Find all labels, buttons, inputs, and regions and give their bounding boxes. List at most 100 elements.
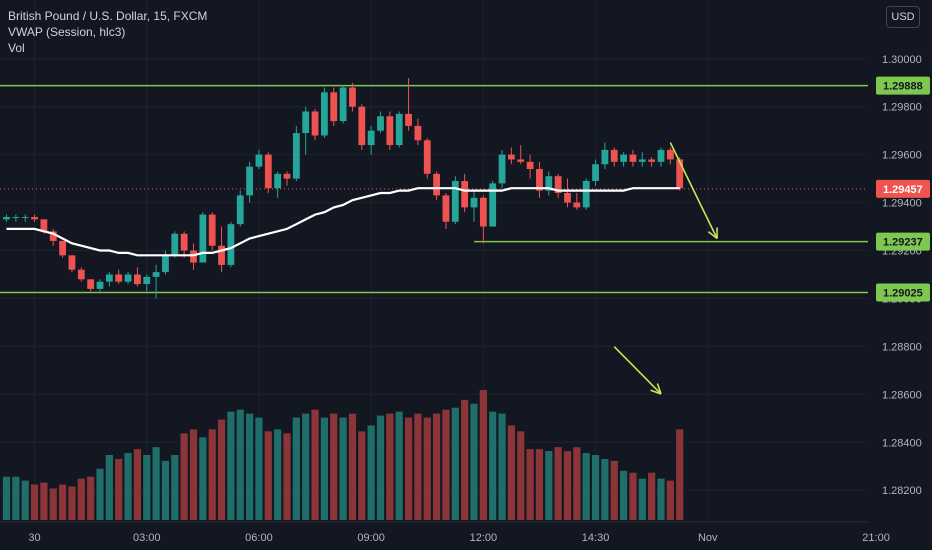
candle-body [489,183,497,227]
volume-bar [591,455,600,520]
volume-bar [517,431,525,520]
volume-bar [330,413,338,520]
volume-bar [666,480,674,520]
volume-bar [21,480,29,520]
time-axis[interactable]: 30 03:00 06:00 09:00 12:00 14:30 Nov 21:00 [0,521,890,544]
level-tag-resistance: 1.29888 [876,76,930,95]
candle-body [274,173,282,189]
candle-body [395,113,403,146]
level-tag-support-text: 1.29025 [883,287,923,299]
level-tag-support-box [876,283,930,302]
candle-body [190,250,197,263]
volume-bar [152,447,160,520]
volume-down-arrow [613,346,662,395]
volume-bar [115,458,123,520]
volume-indicator-label[interactable]: Vol [8,41,25,55]
time-tick-label: 09:00 [357,532,385,544]
volume-bar [554,447,562,520]
candle-body [629,154,637,162]
volume-bar [292,417,300,520]
vwap-path [6,187,680,257]
candle-body [105,274,113,282]
candle-body [377,116,384,131]
candle-body [264,154,272,189]
volume-bar [461,399,469,520]
volume-bar [143,455,151,520]
horizontal-levels [0,84,868,294]
symbol-title[interactable]: British Pound / U.S. Dollar, 15, FXCM [8,9,208,23]
volume-down-arrow-shaft [613,346,662,395]
candle-body [283,173,291,179]
price-tick-label: 1.30000 [882,54,922,66]
volume-bar [283,433,291,520]
volume-bar [40,482,48,520]
candle-body [349,87,356,107]
candle-body [330,92,338,122]
candle-body [171,233,179,256]
volume-bar [433,413,441,520]
vwap-indicator-label[interactable]: VWAP (Session, hlc3) [8,25,126,39]
candle-body [676,159,684,189]
candle-body [134,274,141,285]
volume-bar [638,478,646,520]
current-price-tag-text: 1.29457 [883,184,923,196]
price-down-arrow-head-0 [707,231,718,240]
current-price-tag: 1.29457 [876,179,930,198]
volume-bar [648,472,656,520]
candle-body [582,181,590,208]
candle-body [3,216,10,220]
candle-body [87,279,95,289]
candle-body [573,202,581,208]
volume-bar [2,476,11,520]
time-tick-label: 03:00 [133,532,161,544]
candle-body [59,240,66,256]
candle-body [49,231,57,241]
annotations [613,142,718,395]
candle-body [498,154,506,184]
volume-bar [255,417,263,520]
candle-body [536,169,543,191]
volume-bar [302,413,310,520]
volume-bar [489,411,497,520]
candle-body [526,161,534,170]
candle-body [442,195,450,222]
price-axis[interactable]: 1.300001.298001.296001.294001.292001.290… [868,0,932,550]
level-tag-support-intermediate-text: 1.29237 [883,237,923,249]
candle-body [545,176,553,191]
volume-bar [610,460,618,520]
volume-bar [376,415,385,520]
level-tag-support: 1.29025 [876,283,930,302]
candle-body [31,216,38,220]
candle-body [199,214,207,263]
candle-body [601,149,609,165]
volume-bar [49,488,57,520]
candle-body [96,281,104,289]
volume-bar [96,468,104,520]
volume-bars [2,390,684,520]
volume-bar [208,429,216,520]
volume-bar [573,447,581,520]
volume-bar [563,451,572,520]
candle-body [405,113,412,126]
volume-bar [526,449,534,520]
volume-bar [87,476,95,520]
currency-button[interactable]: USD [886,6,920,28]
volume-bar [274,429,282,520]
price-tick-label: 1.28800 [882,341,922,353]
volume-bar [124,453,132,520]
volume-bar [629,472,637,520]
candle-body [21,216,29,218]
candle-body [292,133,300,179]
volume-bar [236,409,244,520]
candle-body [180,233,188,251]
volume-bar [601,458,609,520]
volume-bar [246,413,254,520]
level-tag-support-intermediate: 1.29237 [876,232,930,251]
candle-body [564,192,571,203]
volume-bar [180,433,188,520]
time-tick-label: 14:30 [582,532,610,544]
volume-bar [479,390,487,520]
candle-body [451,181,459,222]
candle-body [592,164,599,182]
